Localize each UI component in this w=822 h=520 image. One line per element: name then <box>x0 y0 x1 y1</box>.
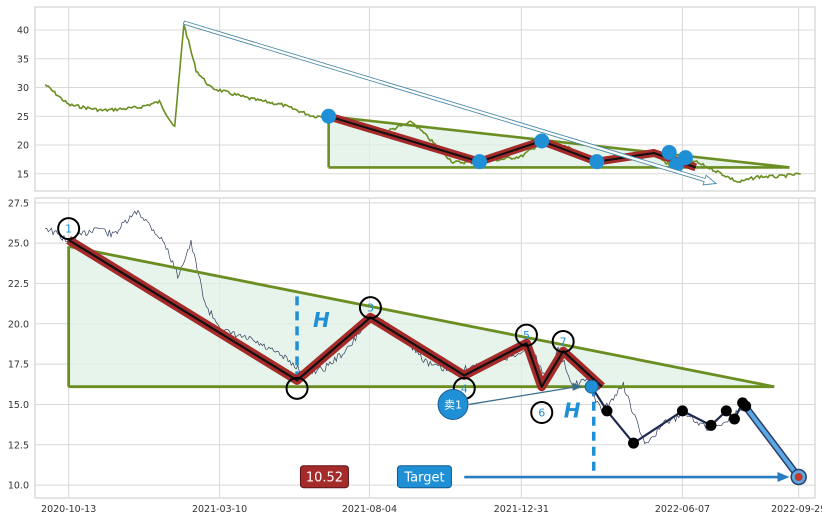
lower-y-tick-label: 10.0 <box>8 481 29 492</box>
pivot-label: 4 <box>461 382 468 395</box>
upper-zigzag-inner <box>328 115 697 169</box>
sell-arrow-line <box>468 386 577 406</box>
target-projection-inner <box>741 401 801 479</box>
lower-y-tick-label: 12.5 <box>8 440 29 451</box>
pivot-circle-unlabeled <box>285 376 309 400</box>
upper-y-tick-label: 15 <box>17 169 29 180</box>
upper-pivot-point <box>534 133 550 149</box>
pivot-label: 3 <box>367 302 374 315</box>
lower-y-tick-label: 17.5 <box>8 360 29 371</box>
upper-price-panel: 15 20 25 30 35 40 <box>17 6 816 192</box>
outcome-point <box>720 405 732 417</box>
height-marker-label: H <box>313 308 330 332</box>
value-badge-text: 10.52 <box>306 471 343 486</box>
upper-pivot-point <box>589 154 605 170</box>
upper-y-tick-label: 40 <box>17 26 29 37</box>
lower-y-tick-label: 20.0 <box>8 319 29 330</box>
breakout-point <box>584 379 599 394</box>
upper-pivot-point <box>661 144 677 160</box>
lower-x-tick-label: 2021-12-31 <box>494 504 549 515</box>
lower-y-tick-label: 25.0 <box>8 239 29 250</box>
lower-pattern-panel: 10.0 12.5 15.0 17.5 20.0 22.5 25.0 27.5 2020-10-… <box>8 197 822 515</box>
lower-x-tick-label: 2021-03-10 <box>192 504 247 515</box>
outcome-point <box>676 405 688 417</box>
lower-x-tick-label: 2021-08-04 <box>342 504 397 515</box>
upper-pivot-point <box>472 154 488 170</box>
pivot-circle <box>530 401 554 425</box>
pivot-circle <box>551 330 575 354</box>
outcome-point <box>601 405 613 417</box>
pivot-label: 7 <box>560 336 567 349</box>
upper-y-tick-label: 30 <box>17 83 29 94</box>
pivot-circle <box>358 296 382 320</box>
sell-marker-circle <box>437 388 469 420</box>
target-point-inner <box>794 473 803 482</box>
outcome-point <box>628 437 640 449</box>
upper-y-tick-label: 35 <box>17 54 29 65</box>
lower-y-tick-label: 22.5 <box>8 279 29 290</box>
outcome-point <box>728 413 740 425</box>
upper-pattern-upper-line <box>328 115 790 169</box>
pivot-label: 5 <box>523 329 530 342</box>
pivot-circle <box>57 217 81 241</box>
outcome-point <box>740 400 752 412</box>
outcome-point <box>705 419 717 431</box>
upper-y-tick-label: 25 <box>17 112 29 123</box>
upper-pivot-point <box>678 150 694 166</box>
height-marker-label: H <box>564 398 581 422</box>
pivot-label: 6 <box>538 407 545 420</box>
pivot-circle <box>514 323 538 347</box>
lower-x-tick-label: 2020-10-13 <box>41 504 96 515</box>
target-label-box <box>396 465 452 489</box>
upper-pivot-point <box>321 108 337 124</box>
target-label-text: Target <box>403 471 444 486</box>
lower-x-tick-label: 2022-09-29 <box>771 504 822 515</box>
lower-y-tick-label: 27.5 <box>8 198 29 209</box>
target-arrow-head <box>777 472 790 483</box>
sell-marker-label: 卖1 <box>444 398 462 411</box>
value-badge-box <box>299 465 349 489</box>
upper-y-tick-label: 20 <box>17 141 29 152</box>
pivot-label: 1 <box>65 223 72 236</box>
lower-x-tick-label: 2022-06-07 <box>655 504 710 515</box>
lower-y-tick-label: 15.0 <box>8 400 29 411</box>
sell-arrow-head <box>572 382 583 391</box>
upper-trend-arrow <box>182 20 718 186</box>
lower-pattern-upper-line <box>68 245 775 389</box>
lower-zigzag-inner <box>68 238 603 388</box>
